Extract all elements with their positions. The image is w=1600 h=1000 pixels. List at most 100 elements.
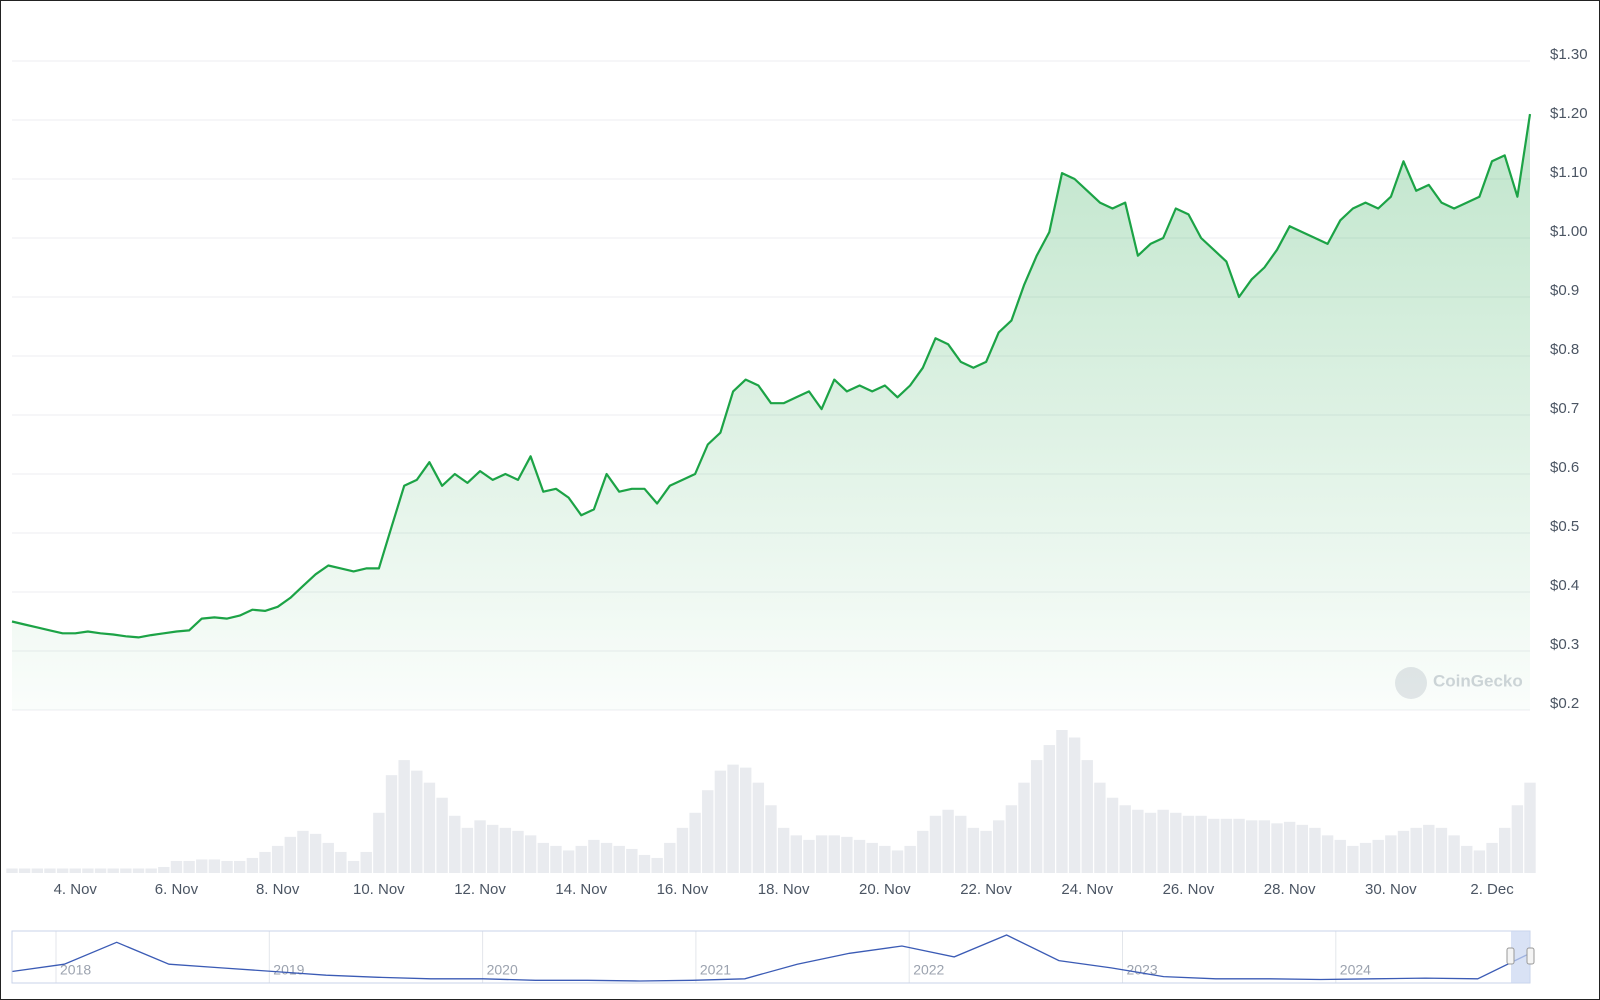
y-tick-label: $0.3 [1550,636,1579,653]
volume-bar [487,824,499,873]
navigator-label: 2018 [60,962,91,978]
navigator-handle[interactable] [1506,947,1515,965]
volume-bar [1094,782,1106,873]
y-tick-label: $1.00 [1550,223,1588,240]
volume-bar [158,866,170,873]
volume-bar [1473,850,1486,873]
navigator-label: 2021 [700,962,731,978]
volume-bar [322,842,334,873]
volume-bar [183,860,195,873]
x-tick-label: 16. Nov [657,881,709,898]
navigator[interactable] [11,930,1535,984]
navigator-box [11,930,1531,984]
volume-bar [398,760,410,873]
y-tick-label: $0.7 [1550,400,1579,417]
x-tick-label: 14. Nov [555,881,607,898]
price-area [12,114,1530,711]
volume-bar [461,827,474,873]
volume-bar [246,857,259,873]
x-tick-label: 2. Dec [1470,881,1514,898]
volume-bar [1220,818,1233,873]
y-tick-label: $0.5 [1550,518,1579,535]
price-line [11,113,1532,639]
volume-bar [1296,824,1308,873]
volume-bar [69,868,81,873]
volume-bar [411,770,423,873]
volume-bar [297,830,309,873]
volume-bar [1524,782,1536,873]
volume-bar [1258,820,1271,873]
x-tick-label: 30. Nov [1365,881,1417,898]
volume-bar [436,797,448,873]
navigator-label: 2019 [273,962,304,978]
volume-bar [1271,823,1283,873]
volume-bar [524,835,537,873]
volume-bar [335,851,347,873]
volume-bar [651,857,663,873]
volume-bar [1461,845,1473,873]
volume-bar [980,830,992,873]
volume-bar [815,835,828,873]
volume-bar [474,820,486,873]
volume-bar [1182,815,1195,873]
x-tick-label: 6. Nov [155,881,199,898]
volume-bar [309,833,322,873]
volume-bar [6,868,18,873]
volume-bar [740,767,752,873]
volume-bar [1132,809,1144,873]
volume-bar [271,845,284,873]
x-tick-label: 20. Nov [859,881,911,898]
volume-bar [1081,760,1093,873]
volume-bar [575,845,587,873]
volume-bar [790,835,802,873]
volume-bar [1157,809,1169,873]
navigator-selection[interactable] [1511,931,1530,983]
x-tick-label: 10. Nov [353,881,405,898]
volume-bar [967,827,980,873]
volume-bar [1423,824,1435,873]
y-tick-label: $1.30 [1550,46,1588,63]
y-tick-label: $0.6 [1550,459,1579,476]
x-tick-label: 12. Nov [454,881,506,898]
volume-bar [1486,842,1498,873]
volume-bar [1018,782,1030,873]
volume-bar [1410,827,1422,873]
navigator-line [11,934,1531,982]
volume-bar [132,868,145,873]
navigator-label: 2020 [487,962,518,978]
volume-bar [82,868,94,873]
volume-bar [94,868,107,873]
volume-bar [993,820,1005,873]
volume-bar [1359,842,1372,873]
navigator-label: 2022 [913,962,944,978]
volume-bar [234,860,246,873]
volume-bar [1499,827,1511,873]
volume-bar [44,868,56,873]
volume-bar [259,851,271,873]
volume-bar [904,845,916,873]
volume-bar [891,850,904,873]
y-tick-label: $1.20 [1550,105,1588,122]
volume-bar [853,839,866,873]
volume-bar [588,839,600,873]
volume-bar [1030,760,1043,873]
volume-bar [512,830,524,873]
volume-bar [1283,821,1296,873]
volume-bar [1005,805,1018,873]
volume-bar [702,790,714,873]
volume-bar [727,764,739,873]
navigator-handle[interactable] [1526,947,1535,965]
volume-bar [347,860,360,873]
volume-bar [638,854,651,873]
volume-bar [1435,827,1448,873]
volume-bar [423,782,436,873]
volume-bar [18,868,31,873]
volume-bar [613,845,625,873]
volume-bar [1321,835,1334,873]
x-tick-label: 26. Nov [1163,881,1215,898]
y-tick-label: $1.10 [1550,164,1588,181]
volume-bar [499,827,512,873]
volume-bar [879,845,891,873]
volume-bar [942,809,954,873]
